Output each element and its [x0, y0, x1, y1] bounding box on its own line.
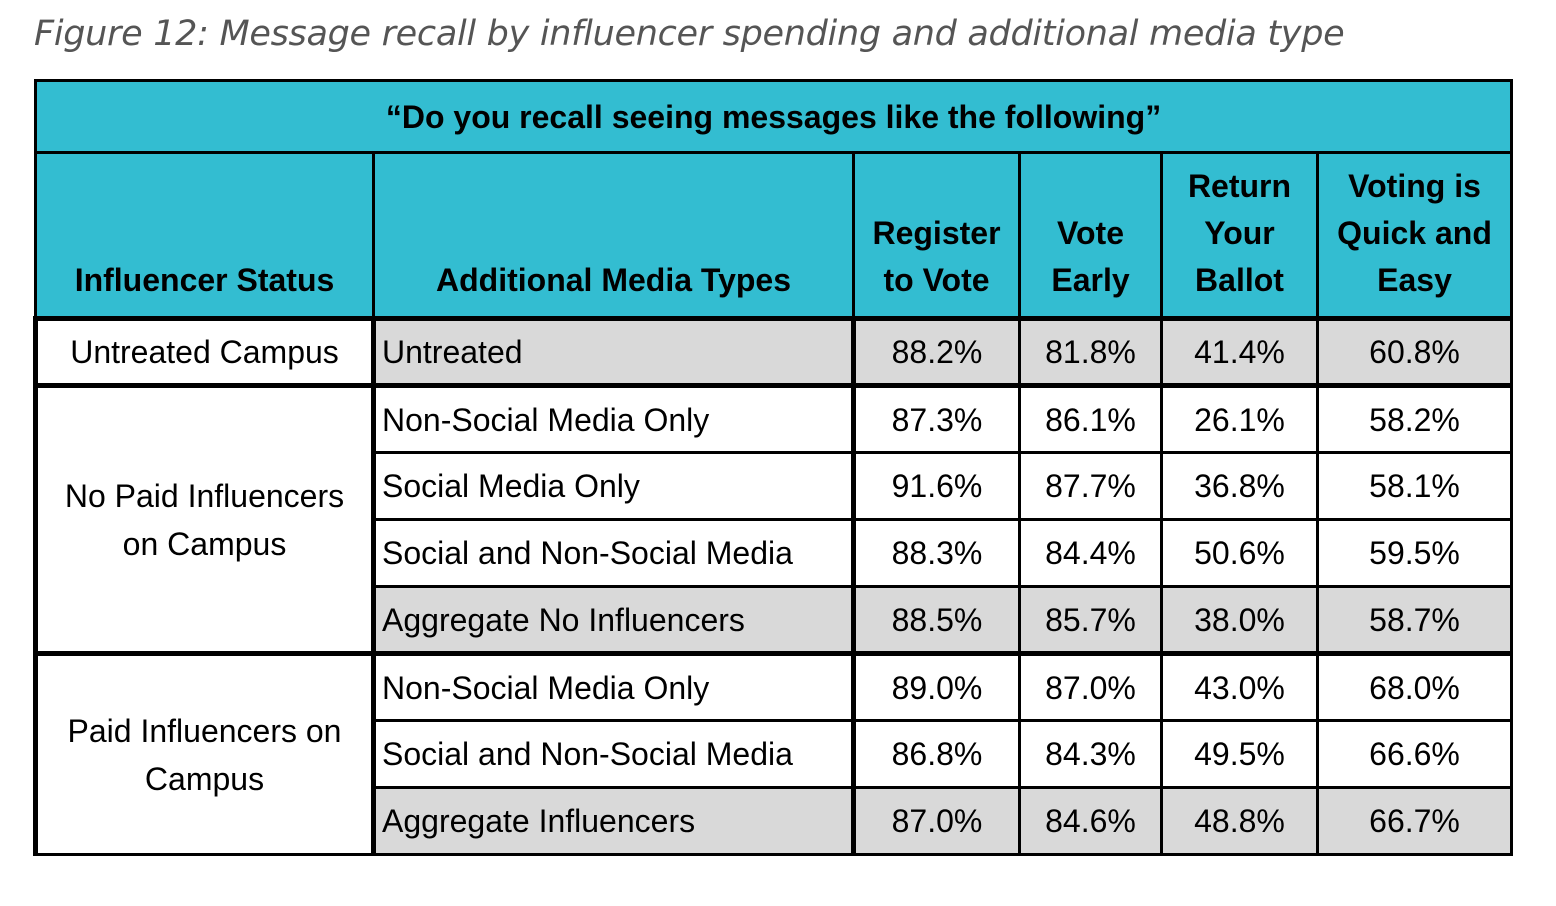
- quick-value: 58.1%: [1315, 451, 1514, 521]
- early-value: 84.3%: [1018, 719, 1163, 789]
- register-value: 86.8%: [852, 719, 1021, 789]
- early-value: 85.7%: [1018, 585, 1163, 655]
- register-value: 88.3%: [852, 518, 1021, 588]
- early-value: 84.4%: [1018, 518, 1163, 588]
- register-value: 88.2%: [852, 316, 1021, 387]
- register-value: 89.0%: [852, 651, 1021, 722]
- quick-value: 58.2%: [1315, 383, 1514, 454]
- register-value: 88.5%: [852, 585, 1021, 655]
- media-type-cell: Non-Social Media Only: [372, 651, 856, 722]
- header-influencer-status: Influencer Status: [34, 151, 375, 320]
- group-no-paid-influencers: No Paid Influencers on Campus: [33, 383, 376, 655]
- early-value: 81.8%: [1018, 316, 1163, 387]
- return-value: 26.1%: [1160, 383, 1319, 454]
- table-row: Social Media Only 91.6% 87.7% 36.8% 58.1…: [36, 451, 1514, 521]
- message-recall-table: “Do you recall seeing messages like the …: [33, 79, 1514, 856]
- return-value: 50.6%: [1160, 518, 1319, 588]
- table-row: Aggregate Influencers 87.0% 84.6% 48.8% …: [36, 786, 1514, 856]
- return-value: 48.8%: [1160, 786, 1319, 856]
- media-type-cell: Social Media Only: [372, 451, 856, 521]
- return-value: 41.4%: [1160, 316, 1319, 387]
- header-register-to-vote: Register to Vote: [852, 151, 1021, 320]
- quick-value: 66.7%: [1315, 786, 1514, 856]
- return-value: 49.5%: [1160, 719, 1319, 789]
- header-additional-media-types: Additional Media Types: [372, 151, 855, 320]
- early-value: 87.0%: [1018, 651, 1163, 722]
- register-value: 87.3%: [852, 383, 1021, 454]
- table-header-row: Influencer Status Additional Media Types…: [34, 151, 1514, 320]
- header-return-your-ballot: Return Your Ballot: [1160, 151, 1319, 320]
- quick-value: 68.0%: [1315, 651, 1514, 722]
- media-type-cell: Social and Non-Social Media: [372, 518, 856, 588]
- register-value: 87.0%: [852, 786, 1021, 856]
- quick-value: 58.7%: [1315, 585, 1514, 655]
- media-type-cell: Non-Social Media Only: [372, 383, 856, 454]
- table-title: “Do you recall seeing messages like the …: [33, 79, 1514, 154]
- quick-value: 60.8%: [1315, 316, 1514, 387]
- group-paid-influencers: Paid Influencers on Campus: [33, 651, 376, 856]
- figure-caption: Figure 12: Message recall by influencer …: [34, 14, 1345, 54]
- early-value: 87.7%: [1018, 451, 1163, 521]
- return-value: 36.8%: [1160, 451, 1319, 521]
- media-type-cell: Social and Non-Social Media: [372, 719, 856, 789]
- table-row: Social and Non-Social Media 86.8% 84.3% …: [36, 719, 1514, 789]
- early-value: 84.6%: [1018, 786, 1163, 856]
- register-value: 91.6%: [852, 451, 1021, 521]
- media-type-cell: Aggregate Influencers: [372, 786, 856, 856]
- table-row: Aggregate No Influencers 88.5% 85.7% 38.…: [36, 585, 1514, 655]
- media-type-cell: Untreated: [372, 316, 856, 387]
- return-value: 38.0%: [1160, 585, 1319, 655]
- table-row: No Paid Influencers on Campus Non-Social …: [33, 383, 1514, 655]
- quick-value: 59.5%: [1315, 518, 1514, 588]
- media-type-cell: Aggregate No Influencers: [372, 585, 856, 655]
- quick-value: 66.6%: [1315, 719, 1514, 789]
- group-untreated-campus: Untreated Campus: [33, 316, 376, 387]
- table-title-row: “Do you recall seeing messages like the …: [33, 79, 1514, 154]
- early-value: 86.1%: [1018, 383, 1163, 454]
- header-vote-early: Vote Early: [1018, 151, 1163, 320]
- table-row: Paid Influencers on Campus Non-Social Med…: [33, 651, 1514, 856]
- header-voting-quick-easy: Voting is Quick and Easy: [1315, 151, 1514, 320]
- return-value: 43.0%: [1160, 651, 1319, 722]
- table-row: Social and Non-Social Media 88.3% 84.4% …: [36, 518, 1514, 588]
- table-row: Untreated Campus Untreated 88.2% 81.8% 4…: [33, 316, 1514, 387]
